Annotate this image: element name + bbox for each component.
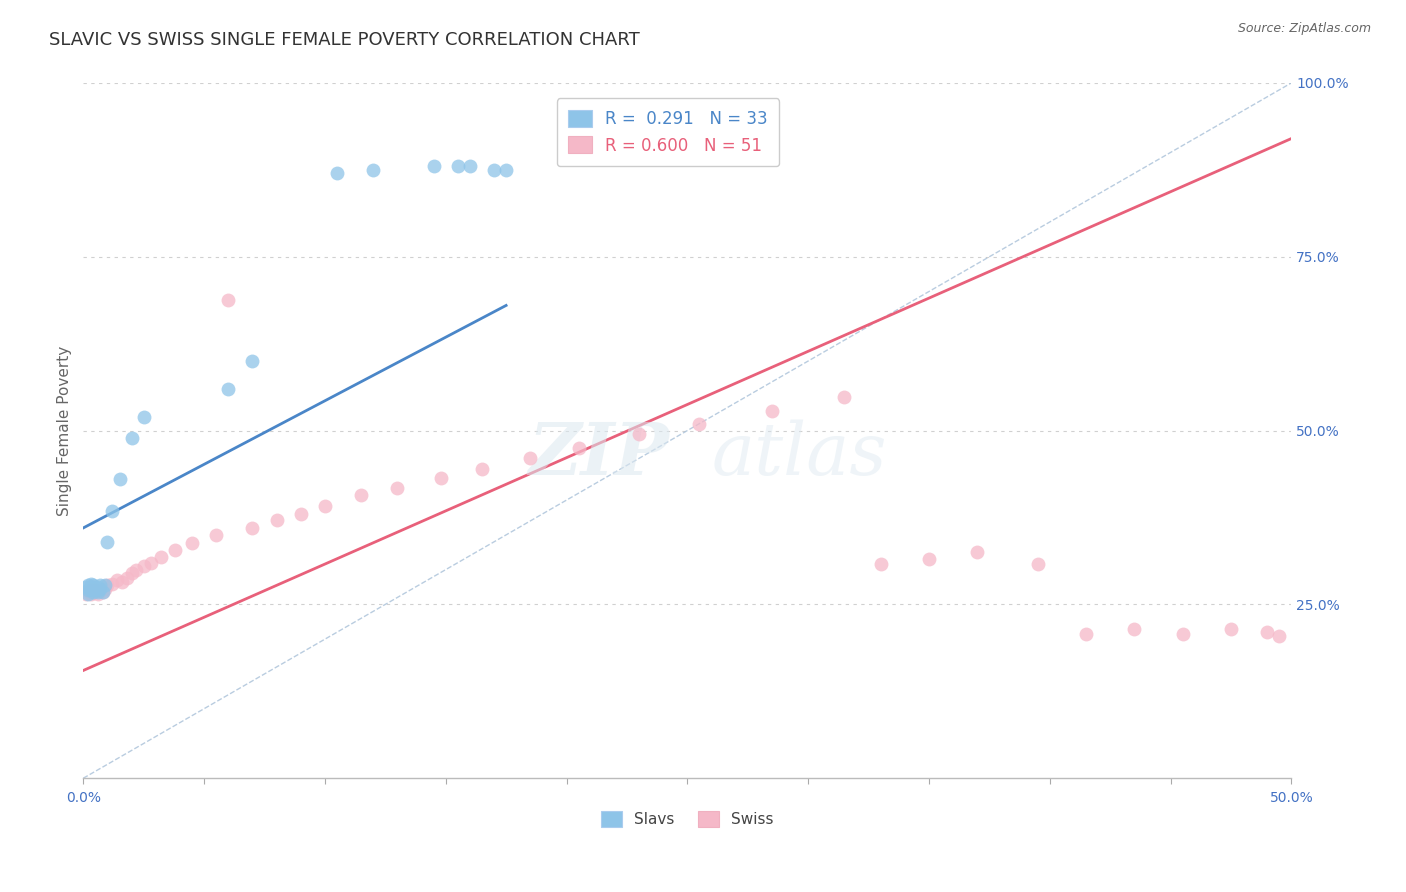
Point xyxy=(91,585,114,599)
Point xyxy=(84,582,107,596)
Point xyxy=(387,481,409,495)
Point xyxy=(75,580,97,594)
Point xyxy=(205,528,228,542)
Point xyxy=(82,578,104,592)
Point xyxy=(108,472,131,486)
Point xyxy=(482,162,505,177)
Point xyxy=(1171,626,1194,640)
Point xyxy=(242,521,264,535)
Point xyxy=(447,160,470,174)
Point xyxy=(125,563,148,577)
Point xyxy=(77,587,100,601)
Point xyxy=(89,583,111,598)
Point xyxy=(84,583,107,598)
Point xyxy=(94,582,117,596)
Point xyxy=(77,583,100,598)
Point xyxy=(121,566,143,581)
Point xyxy=(79,583,101,598)
Point xyxy=(105,573,128,587)
Point xyxy=(627,427,650,442)
Point xyxy=(132,559,155,574)
Point xyxy=(242,354,264,368)
Point xyxy=(84,585,107,599)
Point xyxy=(1219,622,1241,636)
Point xyxy=(761,404,783,418)
Point xyxy=(217,382,239,396)
Point xyxy=(290,507,312,521)
Point xyxy=(266,512,288,526)
Point xyxy=(89,582,111,596)
Point xyxy=(121,431,143,445)
Point xyxy=(77,585,100,599)
Point xyxy=(350,487,373,501)
Point xyxy=(79,582,101,596)
Point xyxy=(430,471,453,485)
Point xyxy=(82,585,104,599)
Point xyxy=(149,550,172,565)
Point xyxy=(77,583,100,598)
Point xyxy=(82,580,104,594)
Point xyxy=(132,409,155,424)
Point xyxy=(361,162,384,177)
Point xyxy=(1026,557,1049,571)
Point xyxy=(84,583,107,598)
Text: SLAVIC VS SWISS SINGLE FEMALE POVERTY CORRELATION CHART: SLAVIC VS SWISS SINGLE FEMALE POVERTY CO… xyxy=(49,31,640,49)
Point xyxy=(79,587,101,601)
Point xyxy=(495,162,517,177)
Point xyxy=(834,390,856,404)
Point xyxy=(966,545,988,559)
Point xyxy=(688,417,710,431)
Point xyxy=(471,462,494,476)
Point xyxy=(1268,629,1291,643)
Point xyxy=(111,575,134,590)
Point xyxy=(101,576,124,591)
Point xyxy=(75,587,97,601)
Point xyxy=(1074,626,1097,640)
Point xyxy=(165,543,187,558)
Point xyxy=(89,578,111,592)
Point xyxy=(79,576,101,591)
Point xyxy=(1123,622,1146,636)
Point xyxy=(87,587,110,601)
Point xyxy=(314,499,336,513)
Point xyxy=(77,578,100,592)
Point xyxy=(94,578,117,592)
Point xyxy=(87,583,110,598)
Point xyxy=(458,160,481,174)
Text: ZIP: ZIP xyxy=(529,419,669,491)
Point xyxy=(101,503,124,517)
Point xyxy=(217,293,239,307)
Point xyxy=(869,557,891,571)
Point xyxy=(87,585,110,599)
Point xyxy=(115,571,138,585)
Point xyxy=(568,441,591,455)
Point xyxy=(96,534,118,549)
Y-axis label: Single Female Poverty: Single Female Poverty xyxy=(58,345,72,516)
Point xyxy=(82,582,104,596)
Point xyxy=(87,580,110,594)
Point xyxy=(326,166,349,180)
Point xyxy=(79,583,101,598)
Point xyxy=(82,585,104,599)
Legend: Slavs, Swiss: Slavs, Swiss xyxy=(595,805,780,833)
Point xyxy=(91,585,114,599)
Point xyxy=(96,578,118,592)
Point xyxy=(181,536,204,550)
Point xyxy=(139,556,162,570)
Text: Source: ZipAtlas.com: Source: ZipAtlas.com xyxy=(1237,22,1371,36)
Point xyxy=(918,552,941,566)
Point xyxy=(422,160,444,174)
Point xyxy=(1256,625,1278,640)
Point xyxy=(519,451,541,466)
Text: atlas: atlas xyxy=(711,419,887,491)
